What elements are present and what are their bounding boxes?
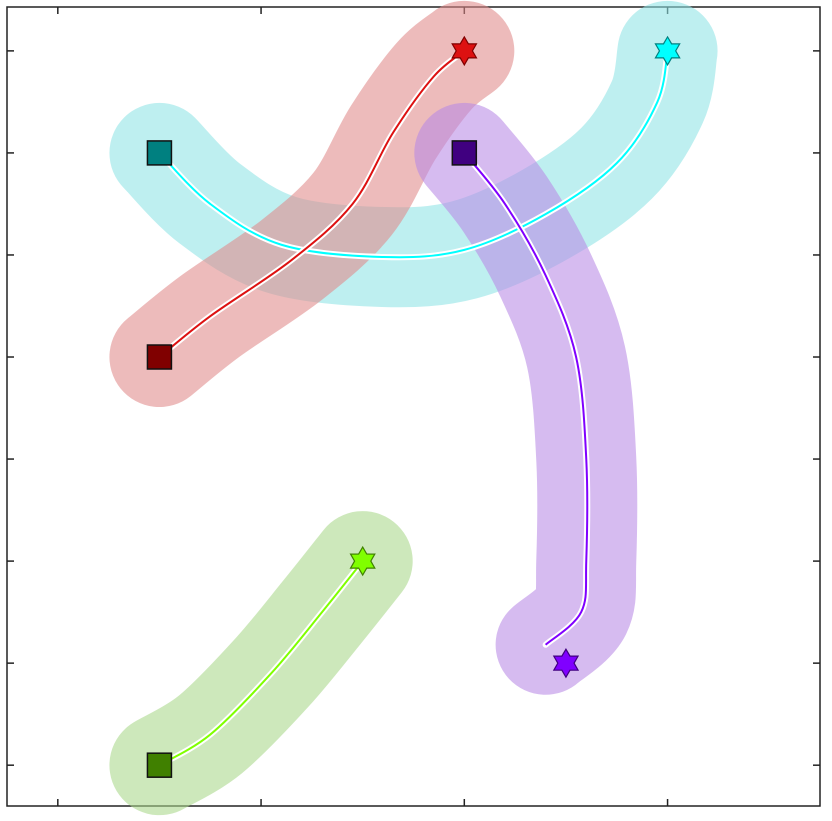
start-marker bbox=[451, 140, 478, 166]
goal-marker bbox=[451, 35, 478, 67]
path-line bbox=[463, 152, 589, 646]
path-line bbox=[158, 50, 669, 259]
goal-marker bbox=[349, 545, 376, 577]
path-band bbox=[109, 511, 413, 816]
axes-frame bbox=[6, 6, 821, 807]
bands bbox=[109, 0, 718, 816]
path-line bbox=[158, 560, 364, 767]
start-marker bbox=[146, 344, 173, 370]
start-marker bbox=[146, 140, 173, 166]
goal-marker bbox=[654, 35, 681, 67]
goal-marker bbox=[552, 647, 580, 679]
path-line bbox=[158, 50, 465, 358]
start-marker bbox=[146, 752, 173, 778]
paths bbox=[156, 47, 671, 769]
